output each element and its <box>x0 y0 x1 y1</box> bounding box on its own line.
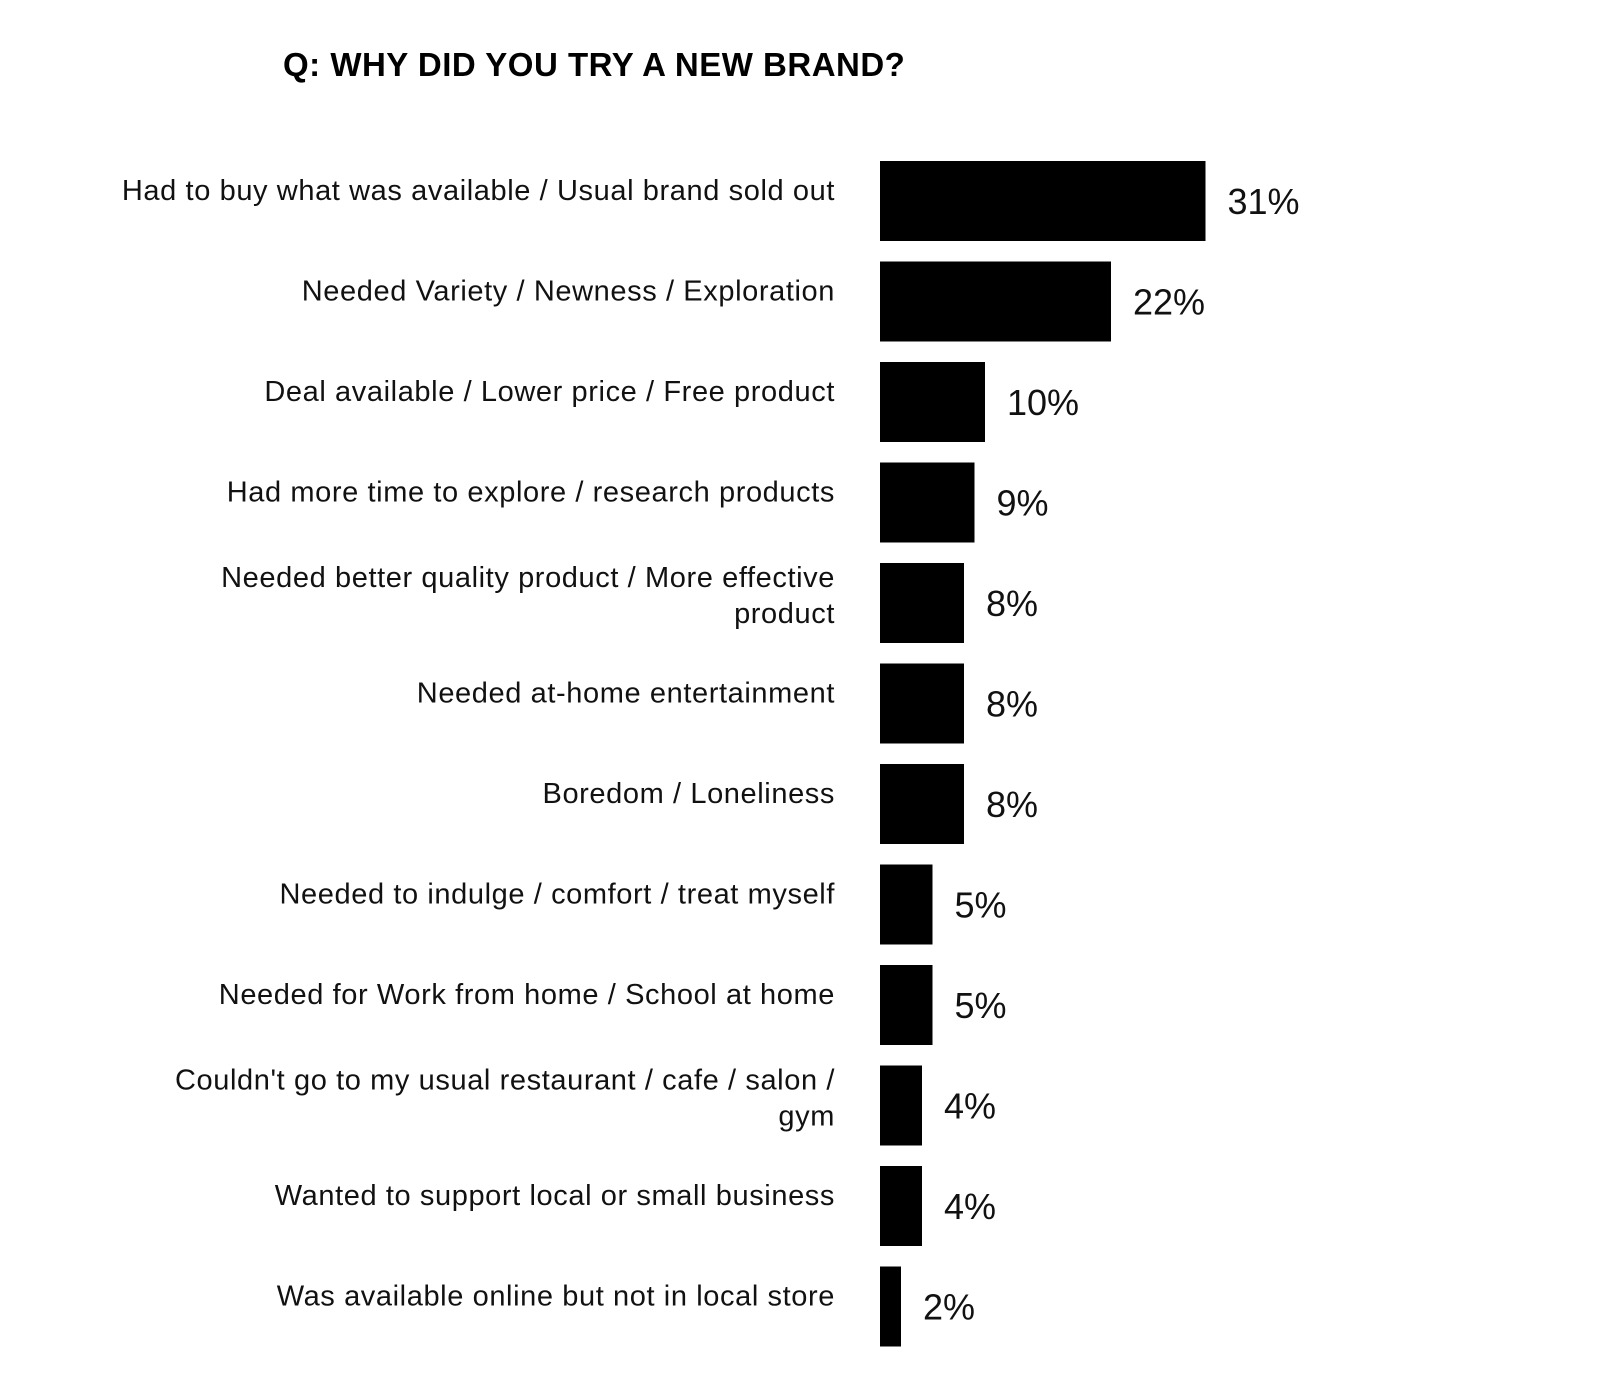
category-label-2: Deal available / Lower price / Free prod… <box>264 376 835 408</box>
category-label-4-line-0: Needed better quality product / More eff… <box>221 562 835 594</box>
category-label-8: Needed for Work from home / School at ho… <box>219 979 835 1011</box>
category-label-0-line-0: Had to buy what was available / Usual br… <box>122 175 835 207</box>
bar-10 <box>880 1166 922 1246</box>
bar-5 <box>880 663 964 744</box>
chart-title: Q: WHY DID YOU TRY A NEW BRAND? <box>283 46 906 83</box>
category-label-2-line-0: Deal available / Lower price / Free prod… <box>264 376 835 408</box>
category-label-7-line-0: Needed to indulge / comfort / treat myse… <box>279 879 835 911</box>
category-label-3-line-0: Had more time to explore / research prod… <box>227 477 835 509</box>
category-label-9: Couldn't go to my usual restaurant / caf… <box>175 1065 835 1133</box>
category-label-10: Wanted to support local or small busines… <box>275 1180 835 1212</box>
category-label-4-line-1: product <box>734 598 835 630</box>
bar-9 <box>880 1065 922 1146</box>
value-label-7: 5% <box>955 885 1007 926</box>
value-label-2: 10% <box>1007 382 1079 423</box>
category-label-10-line-0: Wanted to support local or small busines… <box>275 1180 835 1212</box>
category-label-1: Needed Variety / Newness / Exploration <box>302 276 835 308</box>
bar-0 <box>880 161 1206 241</box>
category-label-3: Had more time to explore / research prod… <box>227 477 835 509</box>
bar-11 <box>880 1266 901 1347</box>
category-label-6: Boredom / Loneliness <box>543 778 836 810</box>
category-label-6-line-0: Boredom / Loneliness <box>543 778 836 810</box>
category-label-8-line-0: Needed for Work from home / School at ho… <box>219 979 835 1011</box>
value-label-5: 8% <box>986 684 1038 725</box>
category-label-7: Needed to indulge / comfort / treat myse… <box>279 879 835 911</box>
bar-3 <box>880 462 975 543</box>
bar-1 <box>880 261 1111 342</box>
category-label-4: Needed better quality product / More eff… <box>221 562 835 630</box>
value-label-11: 2% <box>923 1287 975 1328</box>
bar-2 <box>880 362 985 442</box>
bar-4 <box>880 563 964 643</box>
category-label-5-line-0: Needed at-home entertainment <box>417 678 835 710</box>
value-label-8: 5% <box>955 985 1007 1026</box>
category-label-1-line-0: Needed Variety / Newness / Exploration <box>302 276 835 308</box>
value-label-9: 4% <box>944 1086 996 1127</box>
category-label-9-line-1: gym <box>778 1101 835 1133</box>
value-label-6: 8% <box>986 784 1038 825</box>
value-label-3: 9% <box>997 483 1049 524</box>
category-label-9-line-0: Couldn't go to my usual restaurant / caf… <box>175 1065 835 1097</box>
value-label-0: 31% <box>1228 181 1300 222</box>
category-label-0: Had to buy what was available / Usual br… <box>122 175 835 207</box>
category-label-11: Was available online but not in local st… <box>277 1281 835 1313</box>
bar-6 <box>880 764 964 844</box>
value-label-10: 4% <box>944 1186 996 1227</box>
category-label-11-line-0: Was available online but not in local st… <box>277 1281 835 1313</box>
category-label-5: Needed at-home entertainment <box>417 678 835 710</box>
bar-7 <box>880 864 933 945</box>
value-label-1: 22% <box>1133 282 1205 323</box>
value-label-4: 8% <box>986 583 1038 624</box>
bar-8 <box>880 965 933 1045</box>
